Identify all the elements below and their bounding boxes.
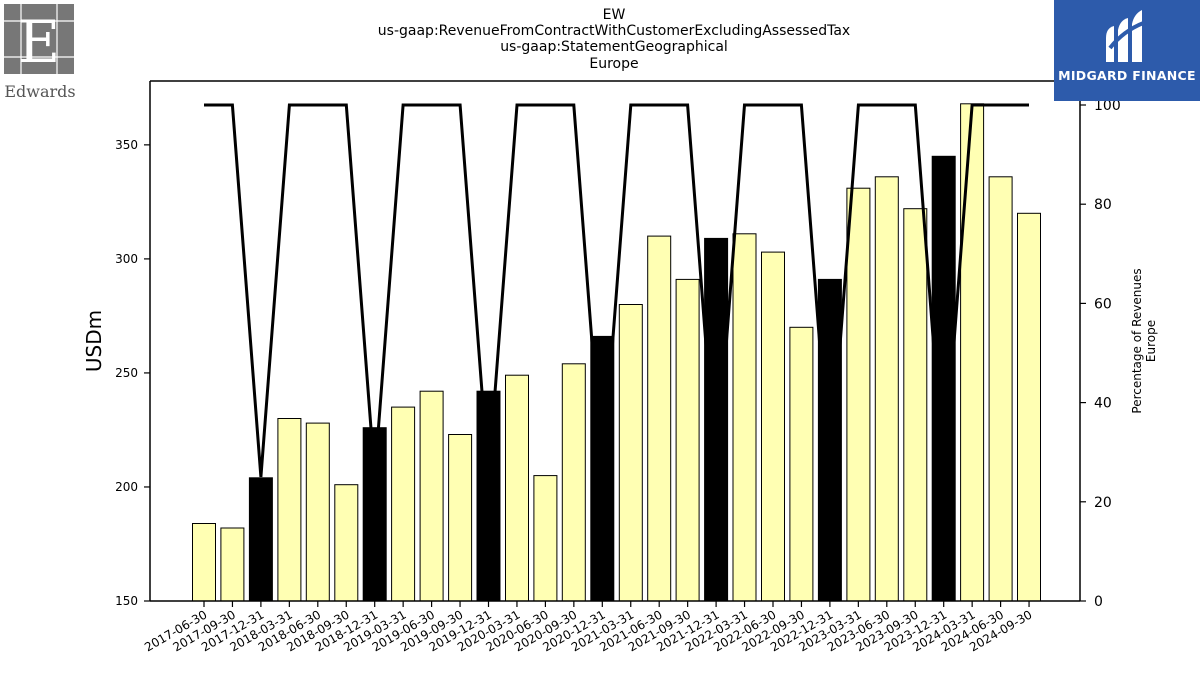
bar [505,374,529,602]
y-tick-label: 150 [115,594,138,608]
bar [192,523,216,602]
y2-tick-label: 0 [1094,594,1103,610]
y2-tick-label: 20 [1094,495,1112,511]
y2-tick-label: 40 [1094,396,1112,412]
y-tick-label: 350 [115,138,138,152]
title-line-ticker: EW [602,7,626,23]
y2-axis-label: Percentage of RevenuesEurope [1130,268,1158,413]
bar [305,422,330,602]
bar [277,418,302,602]
midgard-emblem-icon [1106,10,1147,62]
bar [419,390,444,602]
bar [817,278,842,602]
bar [988,176,1013,602]
bar [1017,212,1041,602]
bar [874,176,899,602]
bar [448,434,473,602]
bar [704,237,729,602]
svg-text:E: E [18,8,60,74]
y-tick-label: 300 [115,252,138,266]
y-tick-label: 250 [115,366,138,380]
title-line-concept: us-gaap:RevenueFromContractWithCustomerE… [377,23,851,39]
bar [618,304,643,602]
percentage-line [204,103,1029,478]
y2-tick-label: 80 [1094,197,1112,213]
bar [561,363,586,602]
y2-label-line: Europe [1144,320,1158,362]
bars-group [192,103,1041,602]
title-line-member: Europe [589,56,639,72]
bar [391,406,416,602]
midgard-logo-text: MIDGARD FINANCE [1058,68,1196,83]
bar [248,477,273,602]
midgard-finance-logo: MIDGARD FINANCE [1054,0,1200,101]
edwards-logo-text: Edwards [4,82,76,101]
y-axis-label: USDm [82,310,106,372]
bar [362,427,387,602]
bar [675,278,700,602]
bar [732,233,757,602]
title-line-axis: us-gaap:StatementGeographical [500,39,728,55]
bar [789,326,814,602]
y-tick-label: 200 [115,480,138,494]
bar [761,251,785,602]
bar [647,235,672,602]
bar [476,390,501,602]
right-ticks-group: 0 20 40 60 80 100 [1080,98,1121,610]
y2-tick-label: 100 [1094,98,1121,114]
bar [533,475,558,602]
bar [960,103,985,602]
x-ticks-group: 2017-06-302017-09-302017-12-312018-03-31… [142,601,1035,654]
edwards-emblem-icon: E [4,4,74,76]
left-ticks-group: 150 200 250 300 350 [115,138,150,608]
edwards-logo: E Edwards [4,4,76,101]
bar [846,187,871,602]
axes-group [149,80,1081,602]
bar [334,484,359,602]
y2-label-line: Percentage of Revenues [1130,268,1144,413]
y2-tick-label: 60 [1094,296,1112,312]
bar [903,208,928,602]
bar [220,527,245,602]
